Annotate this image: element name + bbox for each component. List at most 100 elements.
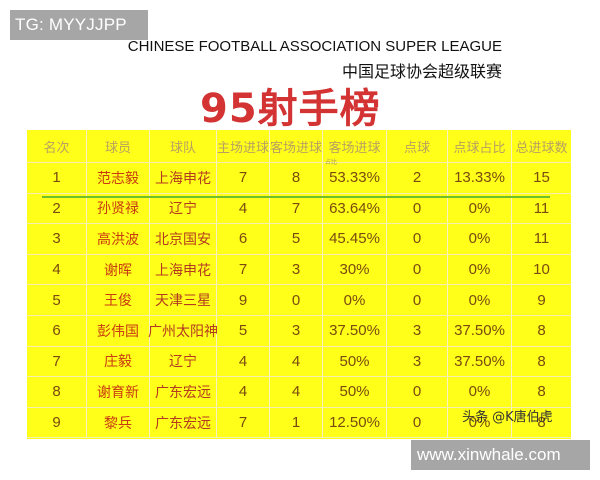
cell-rank: 4: [27, 254, 87, 285]
cell-rank: 9: [27, 407, 87, 438]
cell-player: 孙贤禄: [87, 193, 150, 224]
cell-player: 谢晖: [87, 254, 150, 285]
cell-total-goals: 11: [533, 230, 550, 248]
cell-player: 王俊: [87, 285, 150, 315]
table-row: 6 彭伟国 广州太阳神 5 3 37.50% 3 37.50% 8: [27, 316, 571, 347]
cell-penalty-pct: 0%: [448, 407, 512, 438]
cell-penalties: 3: [387, 346, 448, 377]
table-row: 4 谢晖 上海申花 7 3 30% 0 0% 10: [27, 254, 571, 286]
cell-total-goals: 8: [537, 414, 546, 432]
table-row: 8 谢育新 广东宏远 4 4 50% 0 0% 8: [27, 377, 571, 408]
cell-penalties: 3: [387, 316, 448, 346]
cell-rank: 3: [27, 224, 87, 254]
cell-away-goals: 7: [270, 193, 323, 224]
author-credit: 头条 @K唐伯虎: [462, 410, 553, 425]
cell-away-pct: 63.64%: [323, 193, 387, 224]
cell-team: 广州太阳神: [148, 316, 218, 346]
site-watermark: www.xinwhale.com: [411, 440, 590, 470]
cell-home-goals: 6: [217, 224, 270, 254]
header-penalties: 点球: [387, 130, 448, 162]
header-player: 球员: [87, 130, 150, 162]
cell-rank: 8: [27, 377, 87, 407]
cell-team: 北京国安: [150, 224, 217, 254]
table-header-row: 名次 球员 球队 主场进球 客场进球 客场进球 点球 点球占比 总进球数: [27, 130, 571, 163]
cell-away-pct: 12.50%: [323, 407, 387, 438]
cell-penalty-pct: 0%: [448, 377, 512, 407]
cell-team: 辽宁: [150, 346, 217, 377]
table-row: 7 庄毅 辽宁 4 4 50% 3 37.50% 8: [27, 346, 571, 378]
cell-total-goals: 11: [533, 199, 550, 217]
cell-away-goals: 3: [270, 254, 323, 285]
cell-penalties: 0: [387, 285, 448, 315]
cell-penalty-pct: 0%: [448, 193, 512, 224]
cell-away-pct: 37.50%: [323, 316, 387, 346]
cell-team: 广东宏远: [150, 377, 217, 407]
header-total-goals: 总进球数: [515, 140, 568, 156]
cell-away-pct: 0%: [323, 285, 387, 315]
cell-rank: 2: [27, 193, 87, 224]
cell-home-goals: 5: [217, 316, 270, 346]
cell-team: 辽宁: [150, 193, 217, 224]
table-row: 5 王俊 天津三星 9 0 0% 0 0% 9: [27, 285, 571, 316]
cell-penalty-pct: 13.33%: [448, 163, 512, 193]
table-row: 1 范志毅 上海申花 7 8 53.33% 2 13.33% 15: [27, 163, 571, 194]
cell-player: 彭伟国: [87, 316, 150, 346]
cell-player: 庄毅: [87, 346, 150, 377]
cell-total-goals: 10: [533, 261, 550, 279]
cell-away-goals: 8: [270, 163, 323, 193]
cell-away-pct: 50%: [323, 346, 387, 377]
english-title: CHINESE FOOTBALL ASSOCIATION SUPER LEAGU…: [127, 38, 502, 55]
cell-penalties: 0: [387, 254, 448, 285]
cell-penalty-pct: 37.50%: [448, 316, 512, 346]
scorers-table: 名次 球员 球队 主场进球 客场进球 客场进球 点球 点球占比 总进球数 1 范志…: [27, 130, 571, 439]
cell-away-pct: 30%: [323, 254, 387, 285]
table-row: 2 孙贤禄 辽宁 4 7 63.64% 0 0% 11: [27, 193, 571, 225]
cell-total-goals: 15: [533, 169, 550, 187]
cell-player: 黎兵: [87, 407, 150, 438]
cell-away-goals: 4: [270, 377, 323, 407]
table-row: 3 高洪波 北京国安 6 5 45.45% 0 0% 11: [27, 224, 571, 255]
cell-total-goals: 8: [537, 322, 546, 340]
main-title: 95射手榜: [200, 86, 381, 132]
header-penalty-pct: 点球占比: [448, 130, 512, 162]
chinese-subtitle: 中国足球协会超级联赛: [341, 62, 502, 81]
cell-total-goals: 9: [537, 291, 546, 309]
cell-away-goals: 3: [270, 316, 323, 346]
cell-home-goals: 7: [217, 254, 270, 285]
header-home-goals: 主场进球: [217, 130, 270, 162]
cell-penalty-pct: 0%: [448, 254, 512, 285]
cell-team: 天津三星: [150, 285, 217, 315]
cell-penalties: 0: [387, 377, 448, 407]
header-subtext: 占比: [325, 160, 338, 166]
cell-rank: 1: [27, 163, 87, 193]
cell-home-goals: 7: [217, 163, 270, 193]
cell-penalty-pct: 37.50%: [448, 346, 512, 377]
cell-away-pct: 45.45%: [323, 224, 387, 254]
cell-penalty-pct: 0%: [448, 285, 512, 315]
cell-team: 广东宏远: [150, 407, 217, 438]
cell-away-goals: 4: [270, 346, 323, 377]
header-team: 球队: [150, 130, 217, 162]
cell-home-goals: 4: [217, 346, 270, 377]
cell-player: 谢育新: [87, 377, 150, 407]
cell-penalties: 0: [387, 407, 448, 438]
cell-rank: 6: [27, 316, 87, 346]
cell-away-goals: 5: [270, 224, 323, 254]
cell-home-goals: 4: [217, 193, 270, 224]
green-divider-line: [42, 196, 550, 198]
cell-penalties: 2: [387, 163, 448, 193]
cell-penalties: 0: [387, 193, 448, 224]
cell-player: 范志毅: [87, 163, 150, 193]
cell-rank: 5: [27, 285, 87, 315]
cell-penalty-pct: 0%: [448, 224, 512, 254]
cell-team: 上海申花: [150, 254, 217, 285]
header-away-goals: 客场进球: [270, 130, 323, 162]
cell-home-goals: 9: [217, 285, 270, 315]
cell-rank: 7: [27, 346, 87, 377]
table-row: 9 黎兵 广东宏远 7 1 12.50% 0 0% 8: [27, 407, 571, 439]
header-rank: 名次: [27, 130, 87, 162]
cell-home-goals: 4: [217, 377, 270, 407]
tg-watermark: TG: MYYJJPP: [10, 10, 148, 40]
cell-away-pct: 50%: [323, 377, 387, 407]
cell-home-goals: 7: [217, 407, 270, 438]
